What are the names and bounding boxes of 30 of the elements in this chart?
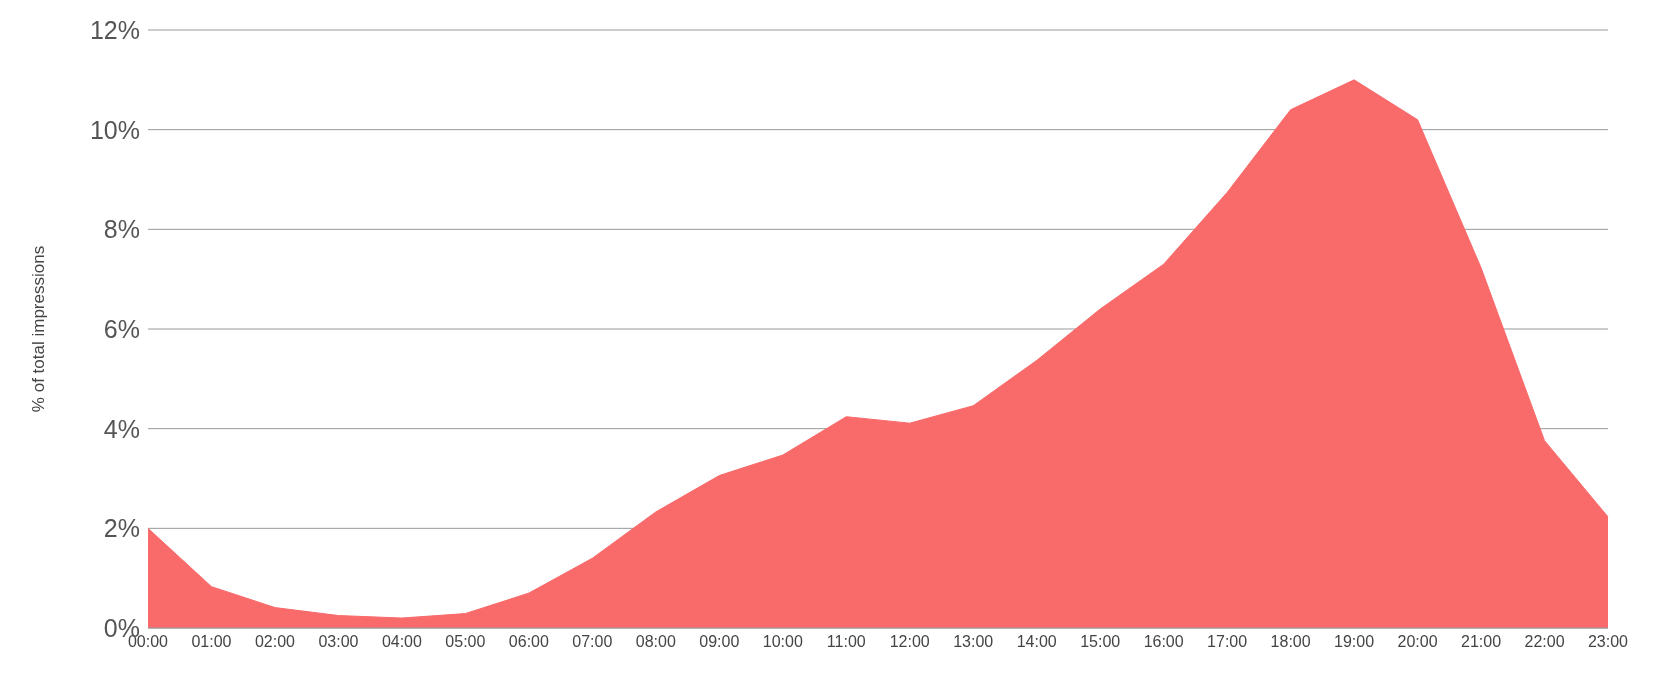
x-tick-label: 22:00 [1524,633,1565,651]
x-tick-label: 16:00 [1143,633,1184,651]
x-tick-label: 01:00 [191,633,232,651]
x-tick-label: 02:00 [254,633,296,651]
y-tick-label: 2% [103,514,140,543]
x-tick-label: 21:00 [1461,633,1502,651]
x-tick-label: 14:00 [1016,633,1057,651]
x-tick-label: 17:00 [1207,633,1248,651]
y-tick-label: 8% [103,215,140,244]
x-tick-label: 07:00 [572,633,613,651]
x-tick-label: 20:00 [1397,633,1438,651]
y-tick-label: 12% [89,15,140,44]
x-tick-label: 18:00 [1270,633,1311,651]
x-tick-label: 19:00 [1334,633,1375,651]
x-tick-label: 04:00 [381,633,423,651]
x-tick-label: 11:00 [826,633,866,651]
x-tick-label: 03:00 [318,633,359,651]
x-tick-label: 06:00 [508,633,549,651]
x-tick-label: 09:00 [699,633,740,651]
x-tick-label: 23:00 [1587,633,1629,651]
y-axis-title: % of total impressions [29,245,49,413]
y-tick-label: 10% [89,115,140,144]
x-tick-label: 13:00 [953,633,994,651]
x-tick-label: 12:00 [889,633,930,651]
x-tick-label: 08:00 [635,633,676,651]
y-tick-label: 6% [103,314,140,343]
x-tick-label: 15:00 [1080,633,1121,651]
y-tick-label: 4% [103,414,140,443]
x-tick-label: 05:00 [445,633,486,651]
x-tick-label: 10:00 [762,633,803,651]
